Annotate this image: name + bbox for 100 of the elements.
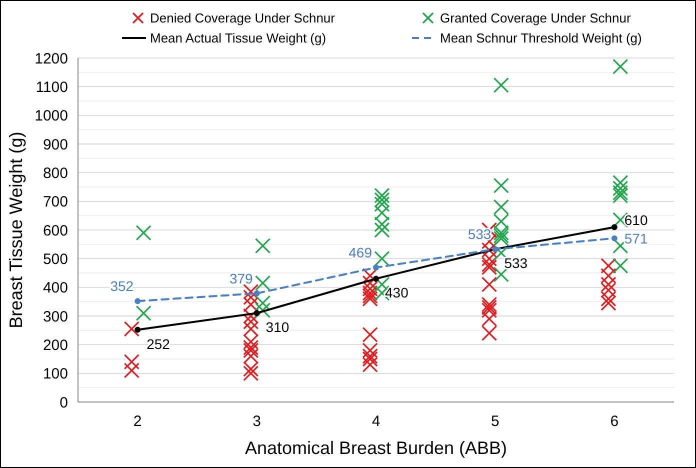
point xyxy=(493,225,509,241)
data-label: 533 xyxy=(504,255,528,272)
point xyxy=(493,266,509,282)
point xyxy=(362,268,378,284)
point xyxy=(362,348,378,364)
y-tick-label: 900 xyxy=(42,136,68,154)
point xyxy=(481,250,498,266)
point xyxy=(481,256,498,272)
point xyxy=(362,291,378,307)
point xyxy=(243,342,259,358)
point xyxy=(493,178,509,194)
point xyxy=(493,228,509,244)
data-label: 252 xyxy=(146,336,170,352)
point xyxy=(124,362,140,378)
point xyxy=(254,290,260,296)
y-tick-label: 100 xyxy=(42,366,68,383)
point xyxy=(254,295,271,311)
y-tick-label: 800 xyxy=(42,164,68,182)
data-label: 469 xyxy=(348,244,372,261)
y-tick-label: 1200 xyxy=(34,50,68,68)
point xyxy=(612,58,628,74)
y-tick-label: 400 xyxy=(42,280,68,297)
point xyxy=(374,188,390,204)
x-tick-label: 5 xyxy=(491,413,500,430)
point xyxy=(600,268,616,284)
point xyxy=(254,302,271,318)
point xyxy=(124,321,140,337)
legend-label: Denied Coverage Under Schnur xyxy=(150,10,336,26)
point xyxy=(243,296,259,312)
point xyxy=(493,77,509,94)
point xyxy=(611,235,618,242)
point xyxy=(254,275,271,291)
data-label: 379 xyxy=(229,270,254,286)
legend-label: Mean Actual Tissue Weight (g) xyxy=(150,30,326,46)
point xyxy=(254,310,260,316)
point xyxy=(481,302,498,318)
point xyxy=(374,216,390,232)
point xyxy=(612,180,628,196)
point xyxy=(362,280,378,297)
point xyxy=(254,238,271,254)
point xyxy=(243,334,259,350)
y-tick-label: 0 xyxy=(60,394,68,412)
y-tick-label: 500 xyxy=(42,250,68,268)
data-label: 610 xyxy=(624,212,648,228)
point xyxy=(611,224,618,230)
point xyxy=(481,311,498,327)
point xyxy=(481,325,498,341)
point xyxy=(243,290,259,306)
y-tick-label: 200 xyxy=(42,336,68,354)
x-axis-title: Anatomical Breast Burden (ABB) xyxy=(244,438,508,458)
point xyxy=(600,282,616,298)
point xyxy=(243,340,259,356)
data-label: 352 xyxy=(110,278,134,294)
point xyxy=(374,196,390,212)
data-label: 571 xyxy=(624,230,648,246)
point xyxy=(481,259,498,276)
point xyxy=(493,214,509,230)
legend-label: Granted Coverage Under Schnur xyxy=(440,10,632,26)
point xyxy=(600,291,616,307)
y-tick-label: 1100 xyxy=(36,78,68,96)
point xyxy=(374,192,390,208)
y-tick-label: 600 xyxy=(42,222,68,240)
point xyxy=(243,284,259,300)
point xyxy=(481,242,498,258)
point xyxy=(134,298,141,304)
point xyxy=(373,264,379,271)
point xyxy=(362,326,378,342)
x-tick-label: 3 xyxy=(252,413,261,430)
point xyxy=(362,351,378,367)
point xyxy=(243,348,259,364)
x-tick-label: 4 xyxy=(372,413,380,430)
point xyxy=(481,296,498,312)
y-tick-label: 1000 xyxy=(34,108,68,125)
point xyxy=(612,174,628,190)
point xyxy=(493,199,509,215)
point xyxy=(134,326,141,333)
point xyxy=(136,305,152,321)
point xyxy=(243,321,259,337)
point xyxy=(374,250,390,266)
point xyxy=(243,361,259,377)
point xyxy=(243,366,259,382)
point xyxy=(136,225,152,241)
point xyxy=(612,184,628,201)
point xyxy=(600,295,616,311)
point xyxy=(600,276,616,292)
point xyxy=(373,276,379,282)
legend-label: Mean Schnur Threshold Weight (g) xyxy=(440,30,642,46)
point xyxy=(362,342,378,358)
point xyxy=(481,300,498,316)
point xyxy=(612,188,628,204)
x-tick-label: 2 xyxy=(133,413,142,430)
point xyxy=(362,288,378,304)
y-tick-label: 700 xyxy=(42,194,68,211)
point xyxy=(243,308,259,324)
point xyxy=(374,205,390,221)
point xyxy=(362,356,378,373)
point xyxy=(124,354,140,370)
data-label: 430 xyxy=(385,284,409,301)
point xyxy=(374,222,390,238)
point xyxy=(600,258,616,274)
